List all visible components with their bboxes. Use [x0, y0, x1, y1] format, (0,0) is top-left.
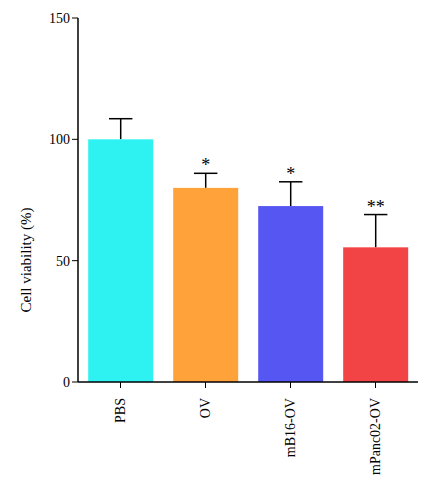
svg-text:PBS: PBS — [113, 398, 128, 423]
svg-text:mPanc02-OV: mPanc02-OV — [368, 398, 383, 475]
svg-text:OV: OV — [198, 398, 213, 418]
svg-text:*: * — [201, 155, 210, 175]
svg-text:Cell viability (%): Cell viability (%) — [18, 208, 35, 313]
svg-text:50: 50 — [56, 254, 70, 269]
svg-text:**: ** — [367, 197, 385, 217]
svg-text:150: 150 — [49, 11, 70, 26]
svg-text:*: * — [286, 164, 295, 184]
svg-text:100: 100 — [49, 132, 70, 147]
svg-text:mB16-OV: mB16-OV — [283, 398, 298, 457]
svg-text:0: 0 — [63, 375, 70, 390]
